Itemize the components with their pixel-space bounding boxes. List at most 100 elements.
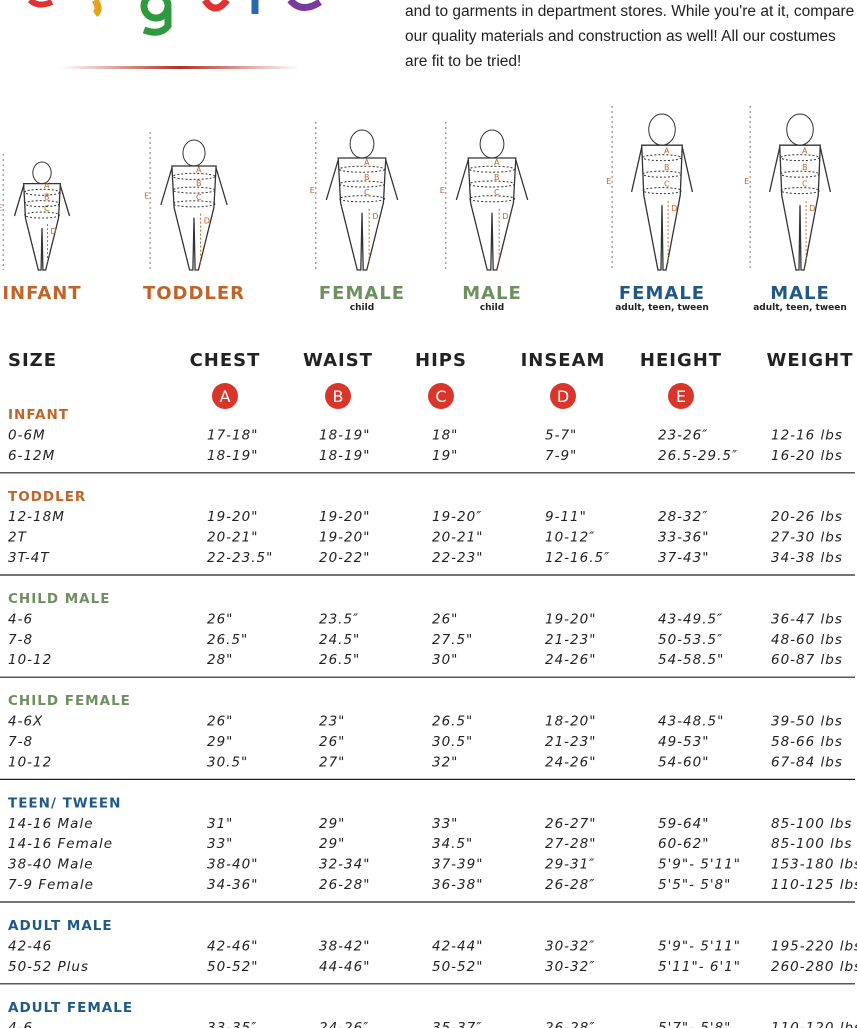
cell: 26" (432, 611, 458, 627)
cell: 26.5-29.5″ (658, 448, 738, 464)
cell: 5'7"- 5'8" (658, 1020, 731, 1028)
cell: 26-28″ (545, 1020, 595, 1028)
cell: 30-32″ (545, 938, 595, 954)
marker-letter: E (0, 204, 2, 213)
marker-letter: E (440, 186, 445, 195)
cell: 38-42" (319, 938, 370, 954)
cell: 36-47 lbs (771, 611, 843, 627)
cell: 32" (432, 754, 458, 770)
cell: 17-18" (207, 427, 258, 443)
cell: 27" (319, 754, 345, 770)
cell: 7-9" (545, 448, 577, 464)
cell: 34-36" (207, 877, 258, 893)
cell: 42-46 (8, 938, 52, 954)
cell: 14-16 Female (8, 836, 113, 852)
marker-letter: C (494, 188, 500, 197)
cell: 9-11" (545, 509, 587, 525)
arms (455, 159, 529, 201)
cell: 21-23" (545, 734, 596, 750)
measure-band (24, 200, 60, 208)
head (786, 113, 814, 146)
cell: 19" (432, 448, 458, 464)
body (467, 157, 517, 271)
marker-letter: D (809, 204, 815, 213)
cell: 6-12M (8, 448, 55, 464)
marker-letter: C (196, 193, 202, 202)
cell: 12-16.5″ (545, 550, 610, 566)
measure-band (172, 172, 216, 180)
cell: 34-38 lbs (771, 550, 843, 566)
cell: 27-28" (545, 836, 596, 852)
intro-line: are fit to be tried! (405, 53, 521, 70)
cell: 49-53" (658, 734, 709, 750)
measure-band (642, 154, 682, 162)
cell: 28" (207, 652, 233, 668)
cell: 10-12″ (545, 530, 595, 546)
cell: 20-22" (319, 550, 370, 566)
letter: D (557, 387, 569, 406)
marker-letter: A (196, 165, 202, 174)
group-title: TODDLER (8, 489, 86, 505)
cell: 85-100 lbs (771, 836, 852, 852)
marker-letter: E (744, 177, 749, 186)
cell: 30.5" (432, 734, 473, 750)
cell: 4-6 (8, 611, 33, 627)
cell: 18-19" (319, 448, 370, 464)
letter-badge (212, 383, 238, 409)
measure-band (172, 200, 216, 208)
letter: A (220, 387, 231, 406)
measure-band (338, 180, 386, 188)
cell: 33" (207, 836, 233, 852)
cell: 26-28" (319, 877, 370, 893)
cell: 29" (207, 734, 233, 750)
measure-band (24, 211, 60, 219)
cell: 18" (432, 427, 458, 443)
marker-letter: A (494, 158, 500, 167)
letter-badge (668, 383, 694, 409)
figure-label: MALE (462, 283, 522, 304)
marker-letter: B (364, 173, 370, 182)
marker-letter: D (204, 217, 210, 226)
cell: 29" (319, 836, 345, 852)
measure-band (468, 165, 516, 173)
group-title: ADULT FEMALE (8, 1000, 133, 1016)
cell: 43-49.5″ (658, 611, 723, 627)
measure-band (780, 170, 820, 178)
cell: 19-20" (207, 509, 258, 525)
cell: 4-6 (8, 1020, 33, 1028)
cell: 5'9"- 5'11" (658, 938, 741, 954)
cell: 3T-4T (8, 550, 50, 566)
cell: 32-34" (319, 857, 370, 873)
cell: 27.5" (432, 632, 473, 648)
figure-sublabel: adult, teen, tween (753, 303, 847, 313)
group-title: TEEN/ TWEEN (8, 795, 121, 811)
cell: 38-40 Male (8, 857, 94, 873)
measure-band (468, 180, 516, 188)
cell: 260-280 lbs (771, 959, 857, 975)
letter-badge (428, 383, 454, 409)
cell: 50-52" (432, 959, 483, 975)
arms (13, 185, 71, 217)
cell: 60-87 lbs (771, 652, 843, 668)
cell: 42-44" (432, 938, 483, 954)
cell: 5-7" (545, 427, 577, 443)
measure-band (642, 170, 682, 178)
body (779, 144, 821, 271)
marker-letter: D (50, 227, 56, 236)
cell: 153-180 lbs (771, 857, 857, 873)
cell: 31" (207, 816, 233, 832)
figure-sublabel: child (480, 303, 504, 313)
figure-sublabel: child (350, 303, 374, 313)
figure: E ABC D INFANT (0, 154, 81, 304)
group-title: CHILD FEMALE (8, 693, 131, 709)
marker-letter: C (802, 180, 808, 189)
cell: 54-58.5" (658, 652, 724, 668)
cell: 10-12 (8, 754, 52, 770)
marker-letter: E (606, 177, 611, 186)
marker-letter: C (664, 180, 670, 189)
head (648, 113, 676, 146)
body (22, 182, 62, 271)
group-title: INFANT (8, 407, 69, 423)
